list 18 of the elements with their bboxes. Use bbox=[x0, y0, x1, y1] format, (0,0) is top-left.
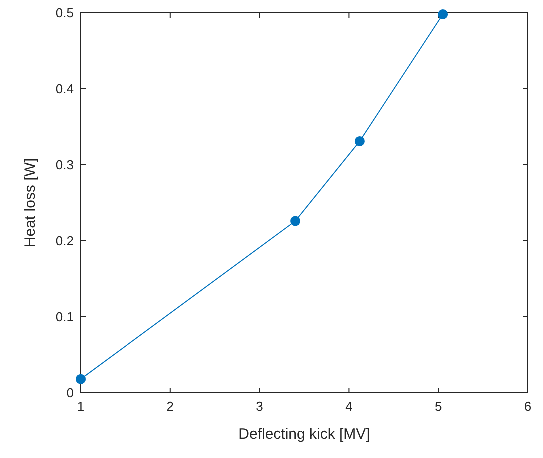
point bbox=[290, 216, 301, 226]
x-tick-label: 5 bbox=[434, 399, 442, 414]
y-tick-label: 0.1 bbox=[56, 310, 74, 324]
point bbox=[438, 10, 448, 20]
point bbox=[354, 136, 365, 146]
x-tick-label: 1 bbox=[77, 399, 85, 414]
y-tick-label: 0.3 bbox=[56, 158, 74, 172]
x-tick-label: 4 bbox=[346, 399, 353, 414]
y-tick-label: 0.5 bbox=[56, 6, 74, 20]
x-tick-label: 6 bbox=[524, 399, 532, 414]
y-axis-title: Heat loss [W] bbox=[22, 158, 39, 248]
x-tick-label: 3 bbox=[256, 399, 264, 414]
y-tick-label: 0.4 bbox=[56, 82, 74, 96]
x-axis-title: Deflecting kick [MV] bbox=[238, 426, 370, 443]
y-tick-label: 0.2 bbox=[56, 234, 74, 248]
y-tick-label: 0 bbox=[66, 386, 74, 400]
x-tick-label: 2 bbox=[166, 399, 174, 414]
point bbox=[76, 374, 86, 384]
